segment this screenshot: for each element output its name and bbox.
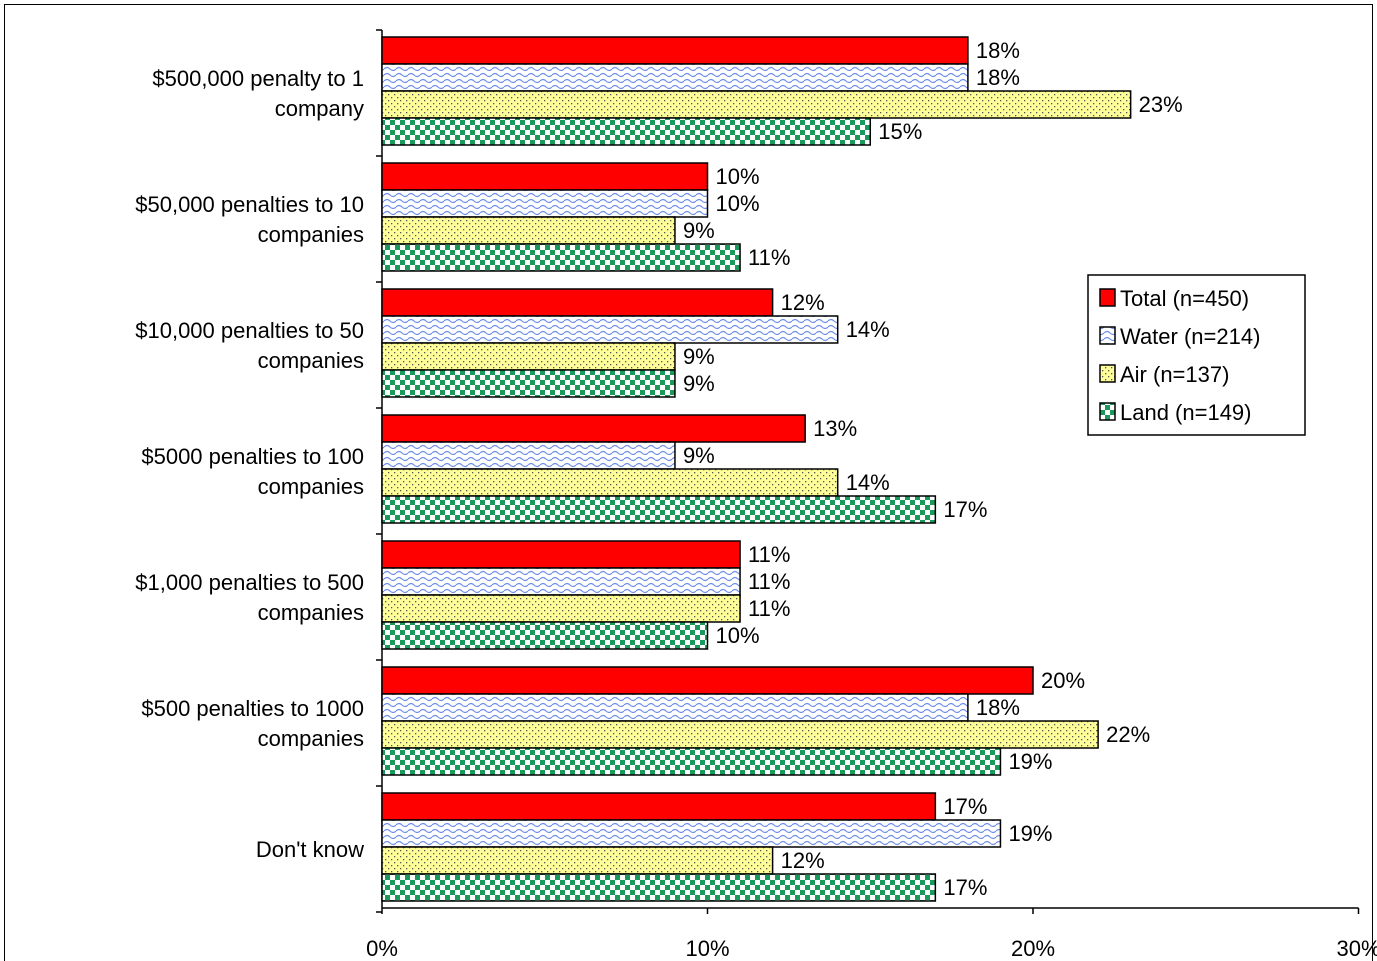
category-label: $500,000 penalty to 1 [152,66,364,91]
data-label: 11% [748,245,790,270]
data-label: 14% [846,470,890,495]
legend-label: Total (n=450) [1120,286,1249,311]
legend-box [1087,274,1306,436]
bar-3-1 [381,243,741,272]
bar-1-4 [381,567,741,596]
legend-label: Land (n=149) [1120,400,1252,425]
bar-1-2 [381,315,839,344]
bar-3-5 [381,747,1002,776]
category-label: $5000 penalties to 100 [141,444,364,469]
bar-2-2 [381,342,676,371]
data-label: 11% [748,542,790,567]
data-label: 9% [683,443,715,468]
category-label: $10,000 penalties to 50 [135,318,364,343]
data-label: 9% [683,344,715,369]
category-label: $500 penalties to 1000 [141,696,364,721]
category-label: companies [258,726,364,751]
data-label: 10% [716,164,760,189]
data-label: 12% [781,848,825,873]
category-label: $50,000 penalties to 10 [135,192,364,217]
legend-label: Water (n=214) [1120,324,1260,349]
data-label: 19% [1008,821,1052,846]
bar-2-6 [381,846,774,875]
category-label: companies [258,222,364,247]
data-label: 17% [943,794,987,819]
bar-1-5 [381,693,969,722]
data-label: 18% [976,695,1020,720]
legend-swatch [1099,288,1116,307]
category-label: companies [258,348,364,373]
data-label: 22% [1106,722,1150,747]
bar-2-4 [381,594,741,623]
bar-3-0 [381,117,871,146]
legend-swatch [1099,326,1116,345]
category-label: companies [258,474,364,499]
bar-1-6 [381,819,1002,848]
data-label: 18% [976,38,1020,63]
data-label: 9% [683,371,715,396]
bar-2-5 [381,720,1099,749]
bar-0-1 [381,162,709,191]
data-label: 19% [1008,749,1052,774]
data-label: 23% [1139,92,1183,117]
bar-1-1 [381,189,709,218]
data-label: 17% [943,497,987,522]
data-label: 18% [976,65,1020,90]
data-label: 12% [781,290,825,315]
bar-2-1 [381,216,676,245]
data-label: 14% [846,317,890,342]
bar-0-2 [381,288,774,317]
x-tick-label: 20% [1011,936,1055,961]
data-label: 10% [716,623,760,648]
legend-label: Air (n=137) [1120,362,1229,387]
data-label: 10% [716,191,760,216]
bar-3-6 [381,873,937,902]
category-label: Don't know [256,837,364,862]
legend-swatch [1099,402,1116,421]
bar-3-3 [381,495,937,524]
bar-3-4 [381,621,709,650]
data-label: 11% [748,569,790,594]
bar-0-5 [381,666,1034,695]
data-label: 9% [683,218,715,243]
data-label: 13% [813,416,857,441]
category-label: $1,000 penalties to 500 [135,570,364,595]
bar-2-0 [381,90,1132,119]
x-tick-label: 0% [366,936,398,961]
bar-1-3 [381,441,676,470]
bar-1-0 [381,63,969,92]
bar-0-4 [381,540,741,569]
data-label: 20% [1041,668,1085,693]
bar-0-3 [381,414,806,443]
data-label: 11% [748,596,790,621]
bar-0-6 [381,792,937,821]
category-label: companies [258,600,364,625]
data-label: 17% [943,875,987,900]
bar-0-0 [381,36,969,65]
legend-swatch [1099,364,1116,383]
category-label: company [275,96,364,121]
bar-3-2 [381,369,676,398]
x-tick-label: 10% [685,936,729,961]
x-tick-label: 30% [1336,936,1377,961]
bar-2-3 [381,468,839,497]
data-label: 15% [878,119,922,144]
